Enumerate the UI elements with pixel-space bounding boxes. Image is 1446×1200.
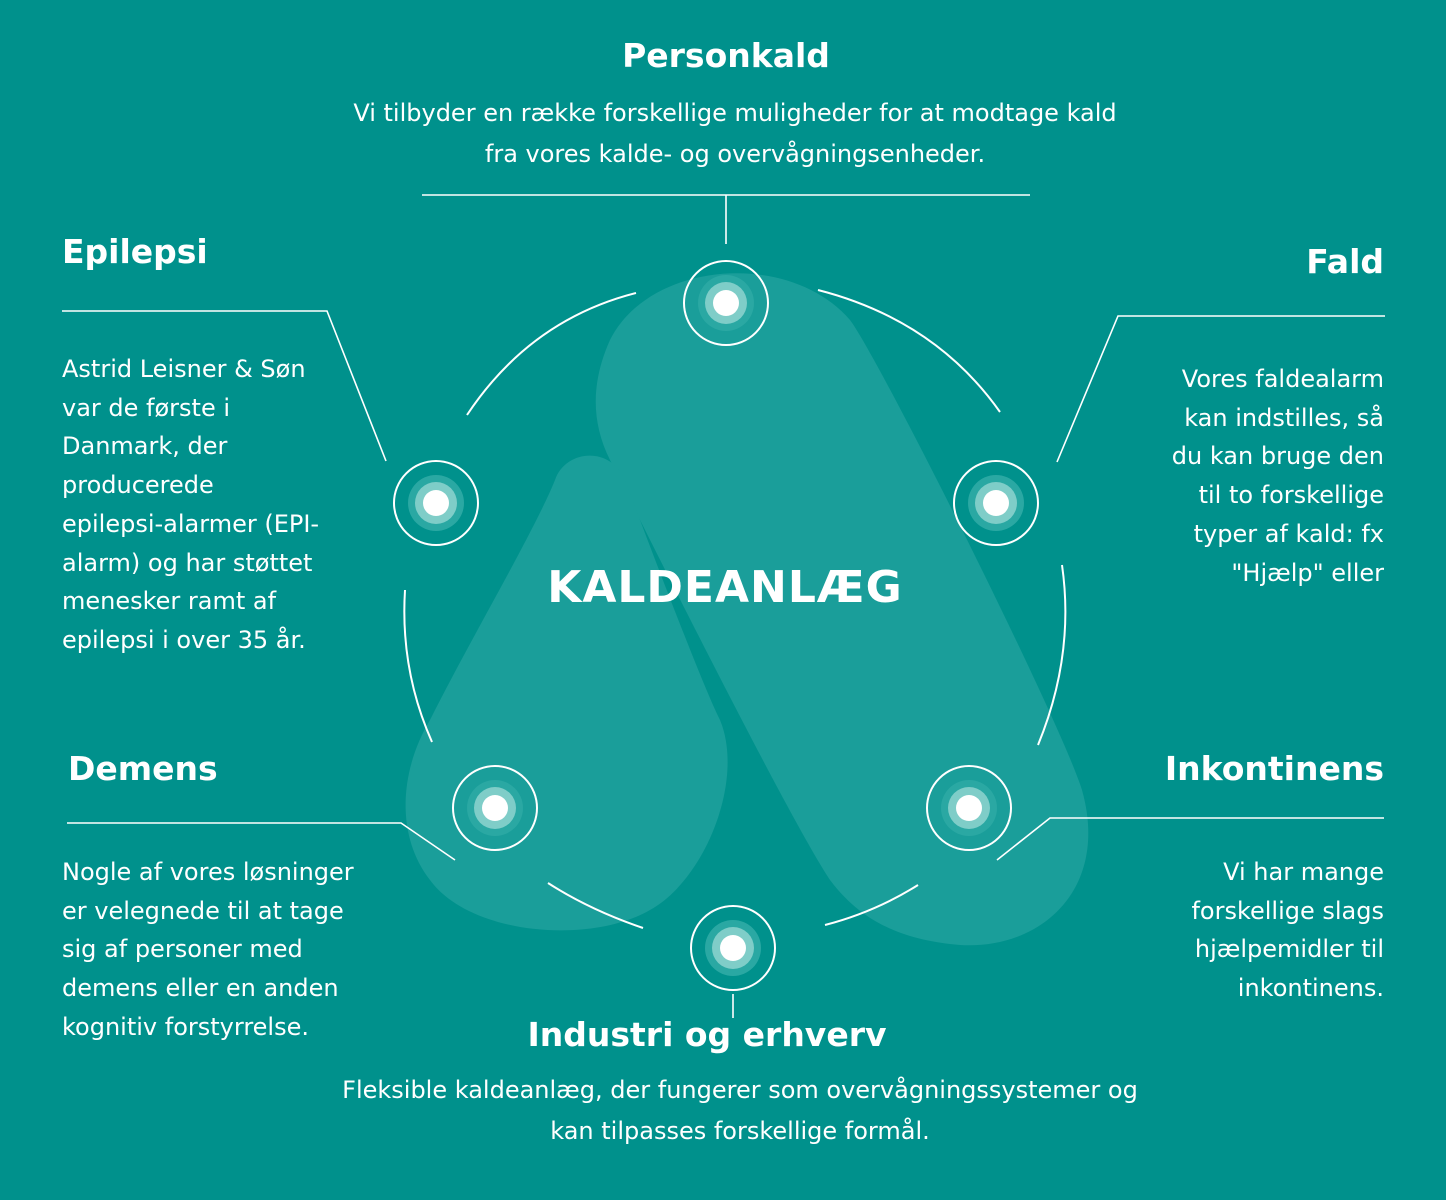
inkontinens-text: Vi har mange forskellige slags hjælpemid… — [1191, 858, 1384, 1003]
connectors — [62, 194, 1385, 1018]
ring-arc-right — [1037, 564, 1067, 746]
node-industri — [690, 905, 776, 991]
demens-text: Nogle af vores løsninger er velegnede ti… — [62, 858, 354, 1041]
node-inkontinens — [926, 765, 1012, 851]
connector-fald — [1056, 315, 1385, 463]
logo-shape-right — [595, 273, 1089, 946]
personkald-title: Personkald — [622, 36, 830, 75]
node-fald — [953, 460, 1039, 546]
ring-arc-bottom-right — [824, 884, 919, 926]
connector-epilepsi — [62, 310, 387, 462]
node-personkald — [683, 260, 769, 346]
ring-arc-top-left — [466, 292, 637, 416]
epilepsi-text: Astrid Leisner & Søn var de første i Dan… — [62, 355, 320, 654]
fald-title: Fald — [1306, 242, 1384, 281]
ring-arc-top-right — [817, 289, 1001, 413]
ring-arc-bottom-left — [547, 882, 644, 929]
connector-personkald — [422, 194, 1030, 244]
node-demens — [452, 765, 538, 851]
inkontinens-title: Inkontinens — [1164, 749, 1384, 788]
center-title: KALDEANLÆG — [547, 562, 903, 613]
epilepsi-title: Epilepsi — [62, 232, 208, 271]
node-epilepsi — [393, 460, 479, 546]
industri-title: Industri og erhverv — [527, 1015, 887, 1054]
demens-title: Demens — [68, 749, 218, 788]
ring-arcs — [403, 289, 1067, 929]
personkald-text: Vi tilbyder en række forskellige mulighe… — [353, 99, 1117, 168]
ring-arc-left — [403, 589, 433, 743]
connector-inkontinens — [996, 817, 1384, 861]
fald-text: Vores faldealarm kan indstilles, så du k… — [1171, 365, 1384, 587]
industri-text: Fleksible kaldeanlæg, der fungerer som o… — [342, 1076, 1138, 1145]
connector-demens — [67, 822, 456, 861]
